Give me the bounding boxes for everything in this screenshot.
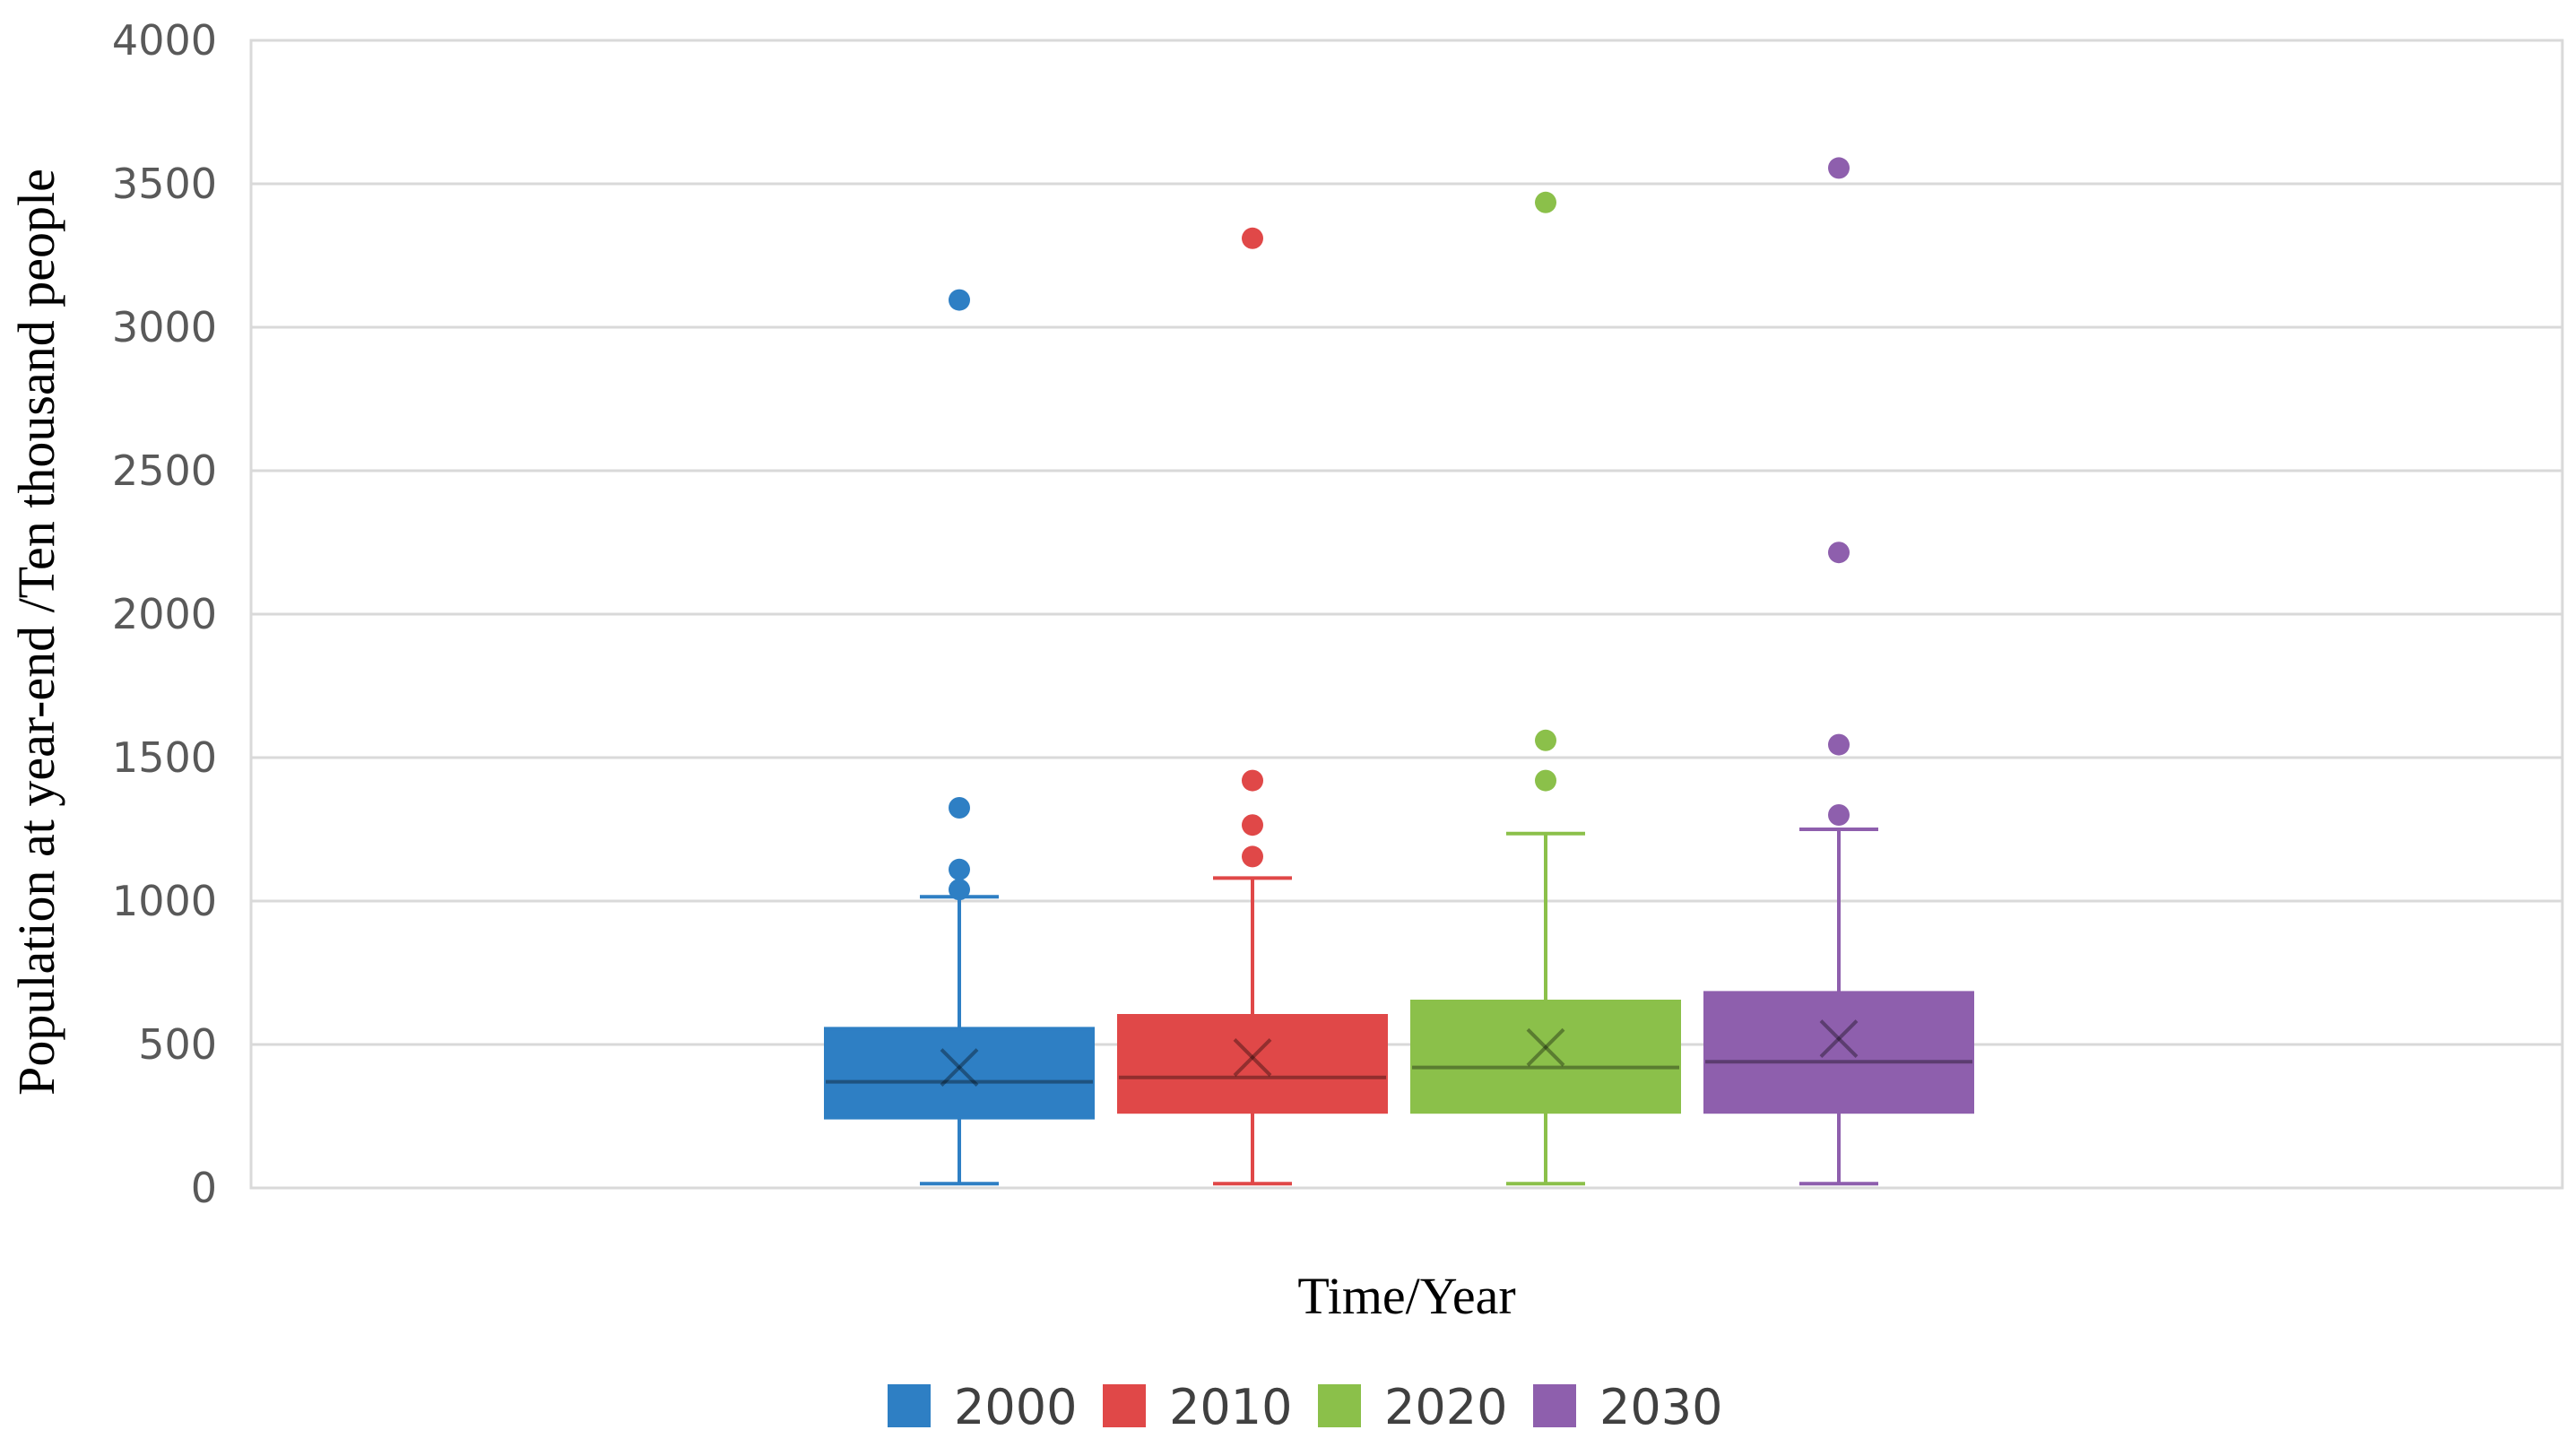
legend-label: 2030 xyxy=(1599,1379,1722,1435)
y-tick-label: 3500 xyxy=(112,160,217,208)
iqr-box xyxy=(1410,1000,1681,1114)
mean-marker xyxy=(940,1048,979,1088)
outlier-point xyxy=(1535,769,1556,792)
outlier-point xyxy=(949,289,970,311)
y-tick-label: 2000 xyxy=(112,590,217,638)
box-2020 xyxy=(1410,191,1681,1186)
outlier-point xyxy=(1242,845,1263,868)
outlier-point xyxy=(949,858,970,880)
iqr-box xyxy=(1117,1014,1388,1114)
outlier-point xyxy=(1242,227,1263,249)
box-series xyxy=(824,157,1974,1186)
y-tick-label: 500 xyxy=(138,1020,217,1069)
legend-swatch xyxy=(888,1384,931,1427)
y-tick-label: 0 xyxy=(191,1164,217,1212)
mean-marker xyxy=(1526,1027,1565,1067)
plot-frame xyxy=(249,39,2564,1190)
legend-item-2020: 2020 xyxy=(1318,1379,1507,1435)
y-axis-ticks: 0 500 1000 1500 2000 2500 3000 3500 4000 xyxy=(112,16,217,1212)
legend-swatch xyxy=(1533,1384,1576,1427)
y-tick-label: 4000 xyxy=(112,16,217,65)
outlier-point xyxy=(1242,769,1263,792)
box-2010 xyxy=(1117,227,1388,1186)
iqr-box xyxy=(824,1027,1095,1120)
outlier-point xyxy=(949,797,970,819)
box-2030 xyxy=(1703,157,1974,1186)
outlier-point xyxy=(1828,804,1850,826)
y-tick-label: 1500 xyxy=(112,733,217,782)
legend-label: 2010 xyxy=(1169,1379,1292,1435)
legend-swatch xyxy=(1103,1384,1146,1427)
y-axis-title: Population at year-end /Ten thousand peo… xyxy=(7,169,65,1096)
legend-item-2010: 2010 xyxy=(1103,1379,1292,1435)
mean-marker xyxy=(1526,1027,1565,1067)
iqr-box xyxy=(1703,991,1974,1114)
legend-swatch xyxy=(1318,1384,1361,1427)
legend-label: 2000 xyxy=(954,1379,1077,1435)
mean-marker xyxy=(1233,1037,1272,1077)
legend-item-2000: 2000 xyxy=(888,1379,1077,1435)
outlier-point xyxy=(1242,814,1263,836)
x-axis-title: Time/Year xyxy=(1297,1267,1515,1325)
mean-marker xyxy=(940,1048,979,1088)
outlier-point xyxy=(1828,733,1850,756)
box-2000 xyxy=(824,289,1095,1186)
y-tick-label: 2500 xyxy=(112,446,217,495)
outlier-point xyxy=(1828,542,1850,564)
outlier-point xyxy=(1828,157,1850,179)
mean-marker xyxy=(1819,1019,1859,1059)
mean-marker xyxy=(1233,1037,1272,1077)
outlier-point xyxy=(1535,191,1556,213)
outlier-point xyxy=(1535,729,1556,751)
y-tick-label: 1000 xyxy=(112,877,217,925)
y-tick-label: 3000 xyxy=(112,303,217,351)
mean-marker xyxy=(1819,1019,1859,1059)
outlier-point xyxy=(949,879,970,901)
legend-item-2030: 2030 xyxy=(1533,1379,1722,1435)
legend-label: 2020 xyxy=(1384,1379,1507,1435)
gridlines xyxy=(251,39,2562,1190)
legend: 2000 2010 2020 2030 xyxy=(888,1379,1722,1435)
